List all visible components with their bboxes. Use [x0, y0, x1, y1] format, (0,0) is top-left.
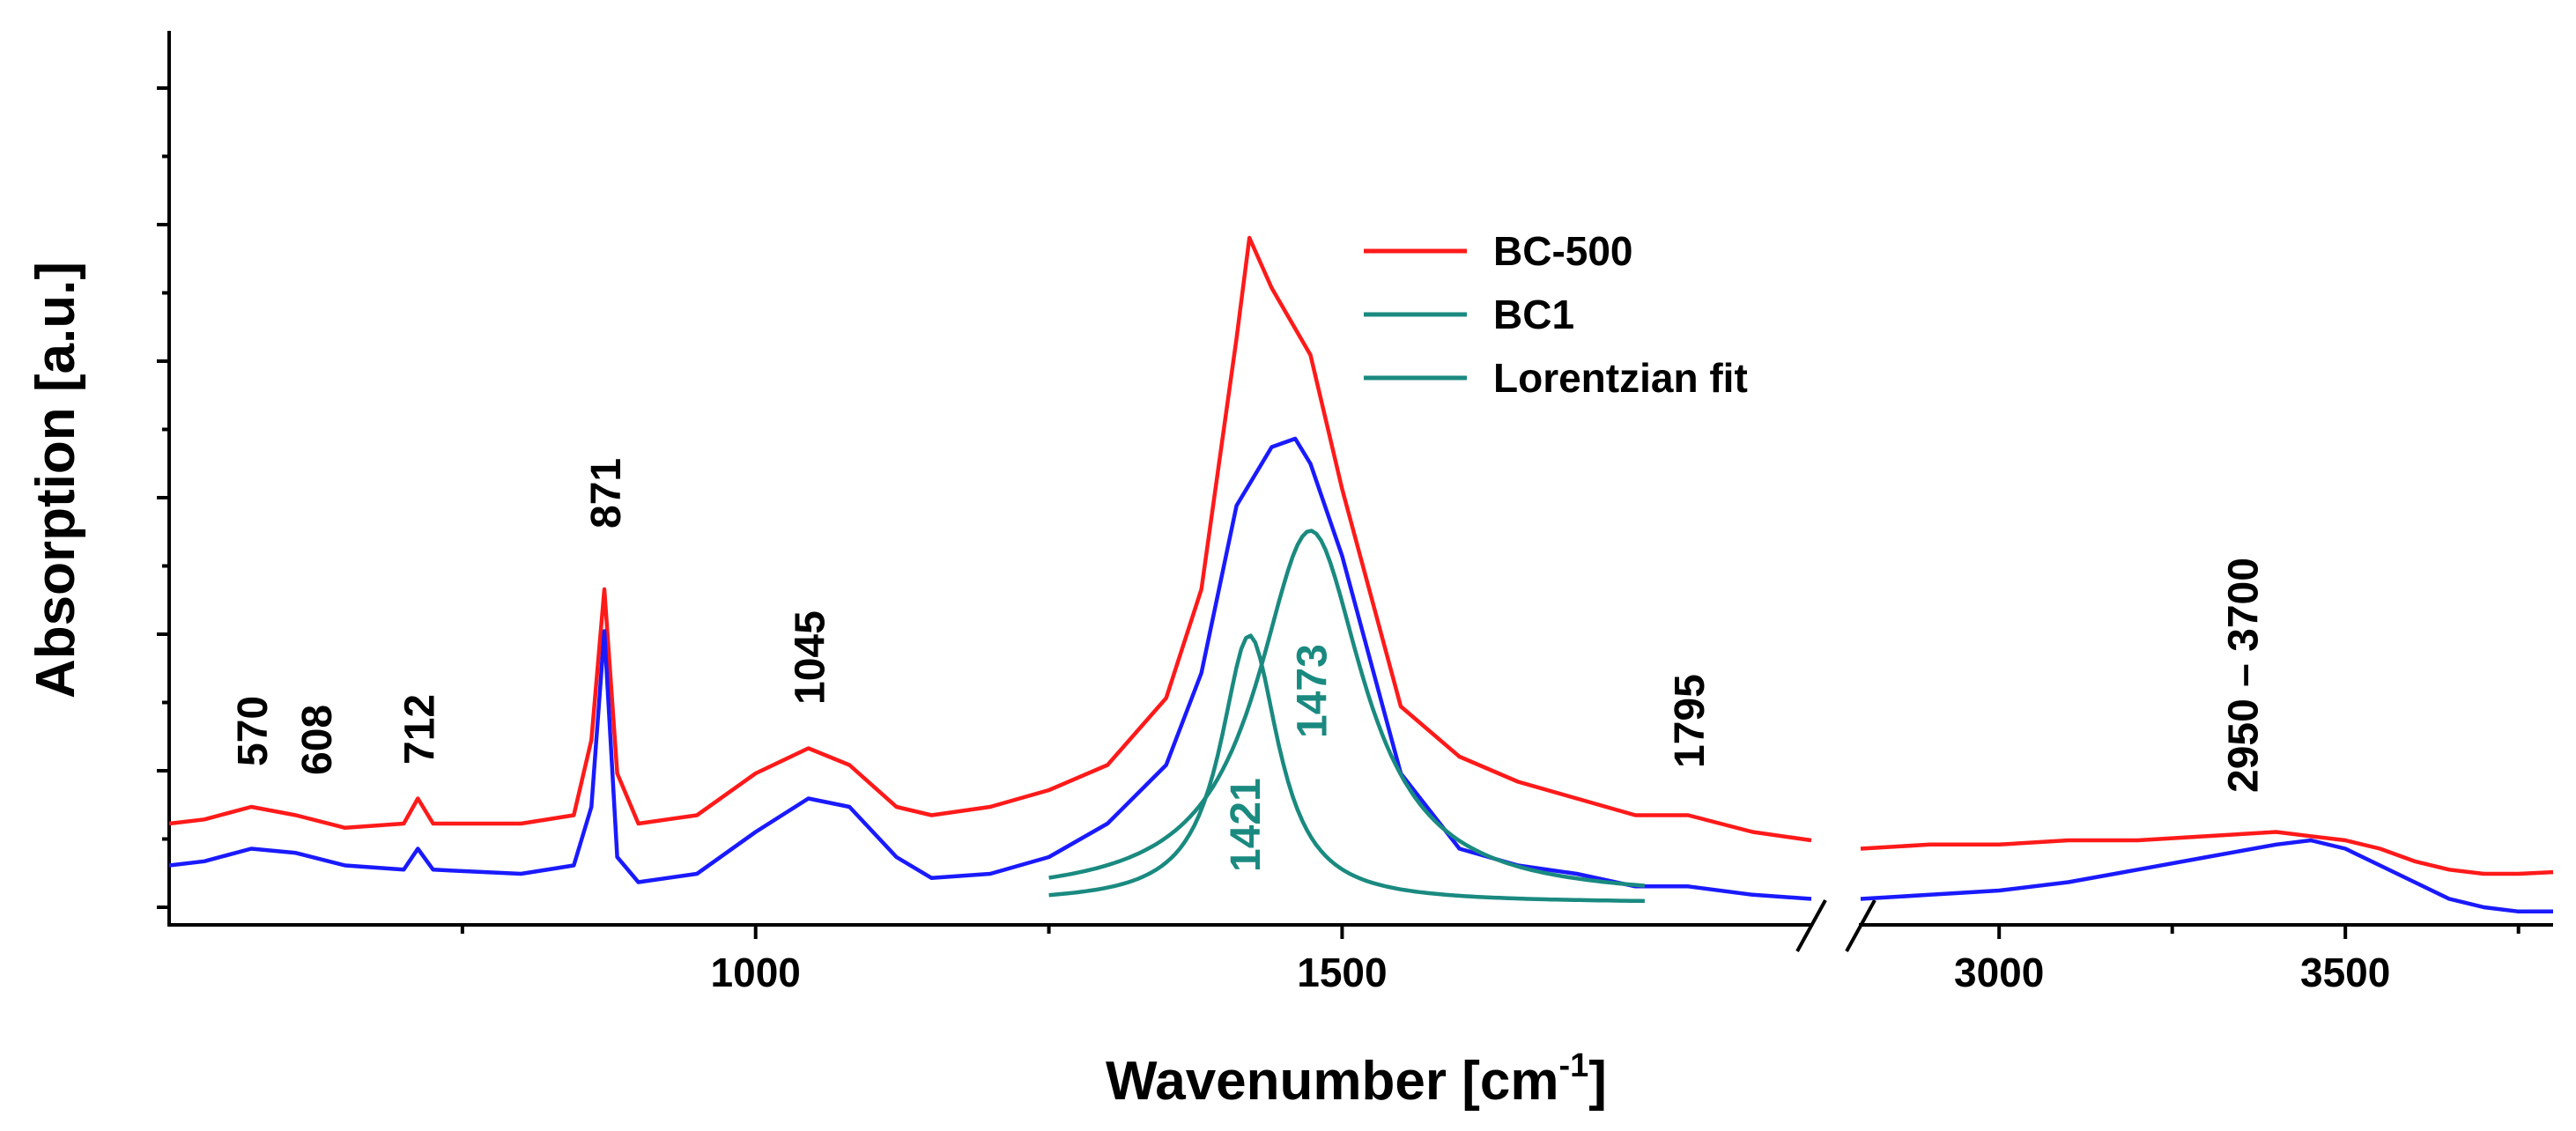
axis-break-marks: [1795, 899, 1876, 952]
series-line-lorentzian-1473-left: [1048, 529, 1646, 888]
peak-label: 712: [396, 694, 443, 765]
axes: [167, 31, 2553, 952]
legend-label: Lorentzian fit: [1493, 355, 1748, 401]
series-line-bc1-left: [168, 436, 1812, 901]
series-line-bc-500-left: [168, 235, 1812, 843]
legend-label: BC1: [1493, 292, 1574, 337]
peak-label: 1045: [788, 610, 834, 705]
series-line-lorentzian-1421-left: [1048, 633, 1645, 904]
peak-label: 1473: [1290, 644, 1336, 738]
y-ticks: [157, 86, 169, 909]
peak-label: 570: [230, 696, 277, 766]
legend-label: BC-500: [1493, 228, 1633, 274]
x-tick-label: 3000: [1954, 950, 2044, 995]
y-axis-title: Absorption [a.u.]: [26, 262, 86, 699]
peak-label: 1795: [1667, 674, 1714, 768]
peak-label: 871: [583, 458, 630, 529]
series-line-bc-500-right: [1860, 830, 2554, 876]
x-tick-label: 3500: [2300, 950, 2390, 995]
peak-label: 2950 – 3700: [2220, 558, 2267, 793]
x-ticks: 1000 1500 3000 3500: [460, 925, 2520, 995]
series-line-bc1-right: [1860, 838, 2553, 914]
x-tick-label: 1500: [1297, 950, 1387, 995]
peak-label: 1421: [1223, 778, 1269, 872]
x-axis-title: Wavenumber [cm-1]: [1106, 1047, 1607, 1112]
x-tick-label: 1000: [711, 950, 801, 995]
legend: BC-500 BC1 Lorentzian fit: [1364, 228, 1748, 401]
annotations: 570 608 712 871 1045 1421 1473 1795 2950 – 3700: [230, 458, 2267, 872]
series-layer: [168, 235, 2554, 914]
peak-label: 608: [294, 705, 341, 775]
